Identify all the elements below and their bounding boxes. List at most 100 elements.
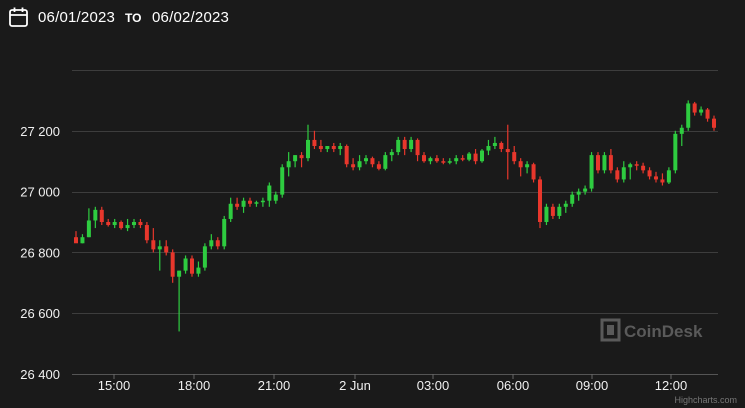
candle-up[interactable] (679, 124, 684, 146)
candle-down[interactable] (215, 237, 220, 250)
candle-up[interactable] (222, 215, 227, 250)
candle-up[interactable] (364, 155, 368, 165)
date-from-field[interactable]: 06/01/2023 (38, 9, 116, 26)
candle-up[interactable] (183, 255, 188, 274)
candle-up[interactable] (389, 149, 394, 162)
candle-down[interactable] (164, 240, 169, 256)
candle-up[interactable] (383, 152, 388, 171)
candle-down[interactable] (608, 149, 613, 174)
candle-up[interactable] (576, 188, 581, 201)
candle-down[interactable] (106, 218, 111, 227)
candle-down[interactable] (151, 228, 156, 253)
candle-up[interactable] (486, 139, 491, 156)
candle-down[interactable] (119, 220, 124, 230)
candle-up[interactable] (93, 206, 98, 229)
candle-up[interactable] (583, 185, 588, 195)
candle-up[interactable] (325, 146, 330, 153)
candle-up[interactable] (563, 200, 568, 213)
candle-up[interactable] (396, 136, 401, 156)
candle-up[interactable] (209, 234, 214, 250)
candle-down[interactable] (144, 222, 149, 244)
candle-down[interactable] (550, 203, 555, 219)
candle-down[interactable] (415, 138, 420, 162)
candle-up[interactable] (357, 155, 362, 171)
candle-up[interactable] (621, 161, 626, 183)
candle-up[interactable] (447, 158, 452, 165)
candle-up[interactable] (409, 136, 414, 153)
candle-down[interactable] (170, 249, 175, 283)
candle-down[interactable] (318, 139, 323, 153)
candle-up[interactable] (544, 203, 549, 226)
candle-up[interactable] (241, 197, 246, 213)
candle-up[interactable] (699, 106, 704, 116)
candle-down[interactable] (460, 155, 465, 162)
candle-up[interactable] (132, 218, 136, 229)
candle-up[interactable] (286, 152, 291, 177)
candle-down[interactable] (531, 162, 536, 183)
candle-up[interactable] (293, 155, 298, 168)
candle-down[interactable] (344, 144, 349, 168)
candle-up[interactable] (686, 100, 691, 131)
candle-up[interactable] (602, 152, 607, 174)
candle-down[interactable] (518, 158, 523, 177)
calendar-icon[interactable] (8, 6, 30, 28)
candle-down[interactable] (692, 101, 697, 116)
candle-up[interactable] (112, 218, 117, 229)
candle-up[interactable] (254, 200, 259, 207)
candle-up[interactable] (157, 240, 162, 271)
candle-up[interactable] (628, 162, 633, 180)
candle-down[interactable] (634, 161, 639, 171)
candle-up[interactable] (196, 261, 201, 277)
candle-up[interactable] (428, 156, 433, 165)
candle-down[interactable] (331, 142, 336, 153)
highcharts-credits[interactable]: Highcharts.com (674, 395, 737, 405)
candle-down[interactable] (248, 197, 252, 207)
candle-down[interactable] (505, 124, 510, 180)
candle-up[interactable] (673, 130, 678, 174)
candle-up[interactable] (467, 152, 472, 162)
candle-up[interactable] (228, 197, 233, 222)
candle-up[interactable] (177, 270, 182, 332)
candle-down[interactable] (615, 167, 620, 183)
candle-down[interactable] (299, 152, 304, 168)
candle-up[interactable] (280, 164, 285, 198)
candle-down[interactable] (473, 149, 478, 165)
candle-up[interactable] (125, 218, 130, 232)
candle-down[interactable] (138, 218, 143, 229)
candle-down[interactable] (351, 158, 356, 171)
candle-down[interactable] (190, 255, 194, 277)
candle-down[interactable] (434, 155, 439, 163)
candle-up[interactable] (273, 191, 278, 204)
candle-down[interactable] (647, 167, 652, 180)
candle-down[interactable] (235, 197, 240, 210)
candle-down[interactable] (596, 152, 600, 174)
candle-down[interactable] (660, 173, 665, 186)
candle-down[interactable] (705, 108, 710, 122)
candle-up[interactable] (666, 167, 671, 184)
candle-up[interactable] (86, 208, 91, 238)
date-to-field[interactable]: 06/02/2023 (152, 9, 230, 26)
candle-up[interactable] (267, 182, 272, 207)
candle-up[interactable] (454, 155, 459, 165)
candle-up[interactable] (338, 142, 343, 156)
candle-down[interactable] (512, 146, 517, 165)
candle-down[interactable] (441, 158, 446, 165)
candle-down[interactable] (538, 176, 542, 229)
candle-down[interactable] (499, 141, 504, 153)
candle-down[interactable] (99, 206, 104, 226)
candle-down[interactable] (74, 231, 78, 244)
candle-up[interactable] (492, 136, 497, 150)
candle-down[interactable] (402, 136, 407, 156)
candle-down[interactable] (370, 156, 375, 168)
candle-up[interactable] (557, 203, 562, 219)
candle-up[interactable] (525, 161, 530, 174)
candle-down[interactable] (376, 161, 381, 171)
candle-down[interactable] (312, 130, 317, 150)
candle-down[interactable] (712, 115, 716, 131)
candle-up[interactable] (480, 149, 484, 163)
candle-up[interactable] (202, 243, 207, 271)
candle-down[interactable] (654, 171, 658, 183)
candle-up[interactable] (260, 197, 265, 207)
candle-up[interactable] (80, 234, 85, 244)
candle-down[interactable] (422, 152, 426, 163)
